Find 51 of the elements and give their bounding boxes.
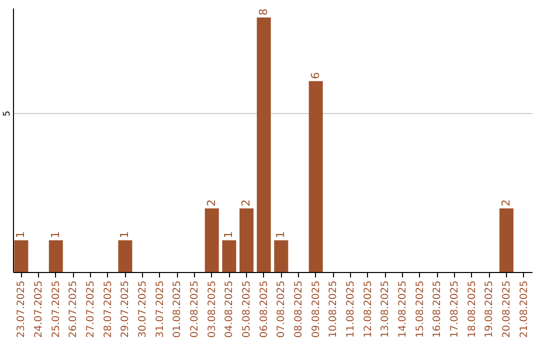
x-tick-label: 09.08.2025 <box>310 280 322 338</box>
x-tick-label: 02.08.2025 <box>190 280 201 338</box>
x-tick-label: 01.08.2025 <box>172 280 184 338</box>
x-tick-label: 13.08.2025 <box>380 280 392 338</box>
bar <box>274 240 288 272</box>
bar <box>308 81 323 272</box>
data-label: 2 <box>204 199 218 206</box>
x-tick-label: 07.08.2025 <box>276 280 288 338</box>
y-tick-label: 5 <box>2 110 12 116</box>
bar <box>222 240 236 272</box>
x-tick-label: 14.08.2025 <box>397 280 408 338</box>
data-label: 1 <box>274 231 288 238</box>
x-tick-label: 06.08.2025 <box>258 280 270 338</box>
x-tick-label: 19.08.2025 <box>484 280 496 338</box>
x-tick-label: 04.08.2025 <box>224 280 236 338</box>
bar <box>204 208 219 272</box>
x-tick-label: 24.07.2025 <box>34 280 45 338</box>
x-tick-label: 17.08.2025 <box>449 280 460 338</box>
data-label: 1 <box>222 231 236 238</box>
bar <box>48 240 63 272</box>
bar <box>499 208 514 272</box>
data-label: 1 <box>14 231 28 238</box>
x-tick-label: 31.07.2025 <box>154 280 166 338</box>
data-label: 1 <box>118 231 132 238</box>
x-tick-label: 16.08.2025 <box>432 280 444 338</box>
x-tick-label: 23.07.2025 <box>16 280 28 338</box>
x-tick-label: 12.08.2025 <box>362 280 374 338</box>
x-tick-label: 21.08.2025 <box>518 280 530 338</box>
data-label: 8 <box>256 8 270 16</box>
x-tick-label: 08.08.2025 <box>293 280 304 338</box>
x-tick-label: 30.07.2025 <box>138 280 149 338</box>
x-tick-label: 10.08.2025 <box>328 280 340 338</box>
x-tick-label: 05.08.2025 <box>242 280 253 338</box>
x-tick-label: 20.08.2025 <box>501 280 512 338</box>
bar <box>256 18 271 272</box>
data-label: 1 <box>48 231 62 238</box>
x-tick-label: 03.08.2025 <box>206 280 218 338</box>
x-tick-label: 15.08.2025 <box>414 280 426 338</box>
bar <box>118 240 132 272</box>
data-label: 2 <box>499 199 512 206</box>
data-label: 2 <box>240 199 253 206</box>
x-tick-label: 25.07.2025 <box>50 280 62 338</box>
x-tick-label: 11.08.2025 <box>345 280 356 338</box>
x-tick-label: 18.08.2025 <box>466 280 478 338</box>
data-label: 6 <box>308 72 322 80</box>
x-tick-label: 28.07.2025 <box>102 280 114 338</box>
bar <box>240 208 254 272</box>
x-tick-label: 27.07.2025 <box>86 280 97 338</box>
x-tick-label: 29.07.2025 <box>120 280 132 338</box>
bar <box>14 240 28 272</box>
x-tick-label: 26.07.2025 <box>68 280 80 338</box>
